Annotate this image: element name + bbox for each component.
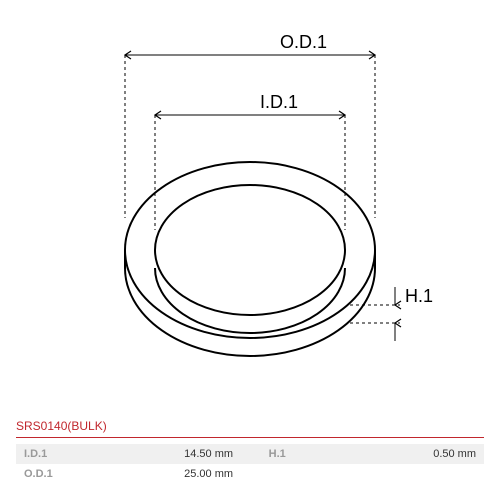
footer: SRS0140(BULK) I.D.114.50 mmH.10.50 mmO.D… <box>0 419 500 500</box>
dimension-table: I.D.114.50 mmH.10.50 mmO.D.125.00 mm <box>16 444 484 484</box>
ring-shape <box>125 162 375 356</box>
diagram-area: O.D.1 I.D.1 H.1 <box>0 0 500 420</box>
h-label: H.1 <box>405 286 433 306</box>
dimension-labels: O.D.1 I.D.1 H.1 <box>260 32 433 306</box>
ring-diagram-svg: O.D.1 I.D.1 H.1 <box>0 0 500 420</box>
table-row: I.D.114.50 mmH.10.50 mm <box>16 444 484 464</box>
id-label: I.D.1 <box>260 92 298 112</box>
od-label: O.D.1 <box>280 32 327 52</box>
part-number: SRS0140(BULK) <box>16 419 484 438</box>
table-row: O.D.125.00 mm <box>16 464 484 484</box>
